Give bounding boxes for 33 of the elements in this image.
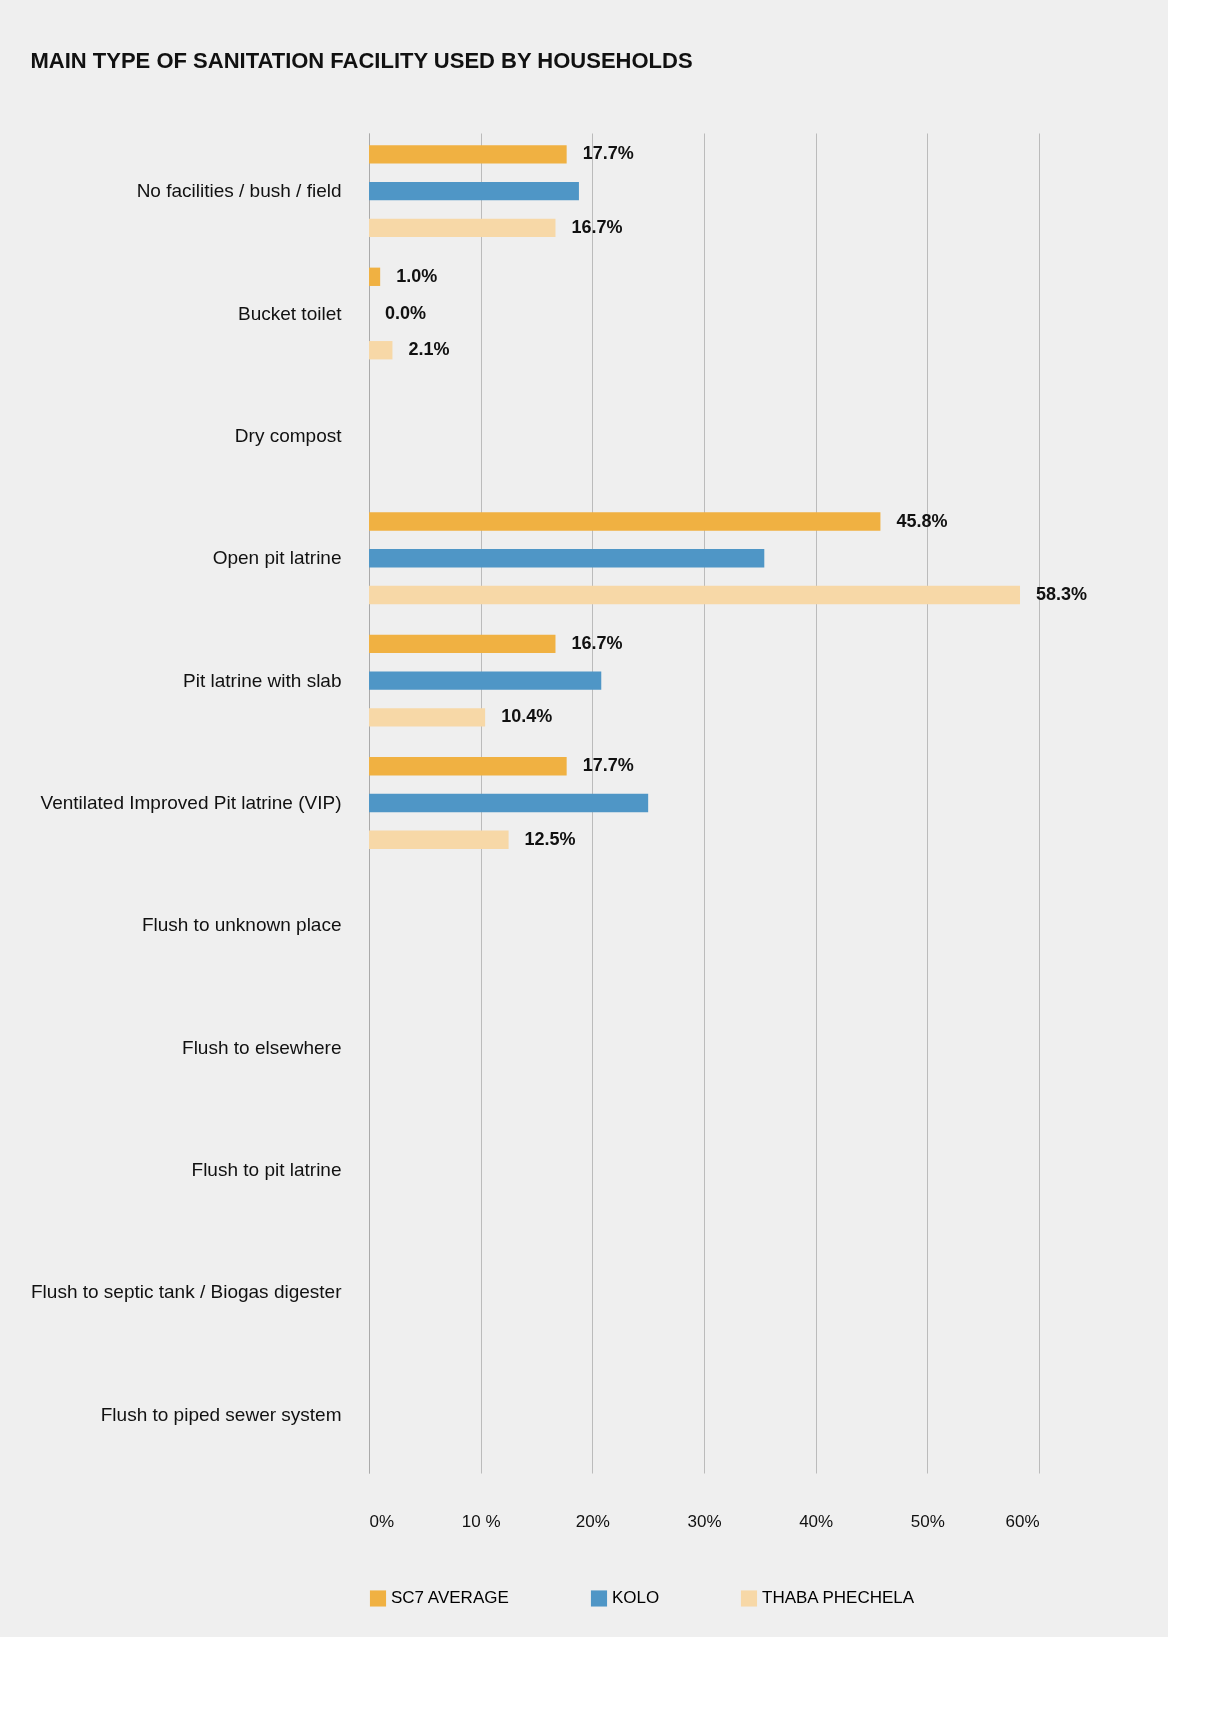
data-label: 17.7% [582,755,634,776]
x-tick-label: 0% [369,1511,395,1531]
data-label: 16.7% [571,216,623,237]
data-label: 45.8% [896,510,948,531]
y-tick-label: Flush to elsewhere [182,1036,342,1058]
y-tick-label: Bucket toilet [238,302,343,324]
data-label: 10.4% [501,706,553,727]
y-tick-label: Flush to pit latrine [191,1159,342,1181]
y-tick-label: Ventilated Improved Pit latrine (VIP) [40,792,342,813]
y-tick-label: Open pit latrine [212,547,342,569]
x-tick-label: 60% [1005,1511,1040,1531]
y-tick-label: Pit latrine with slab [183,669,342,691]
chart-title: MAIN TYPE OF SANITATION FACILITY USED BY HOUSEHOLDS [30,48,693,73]
x-tick-label: 40% [799,1511,834,1531]
y-tick-label: No facilities / bush / field [136,180,342,202]
data-label: 1.0% [396,265,438,286]
legend-label: KOLO [612,1588,660,1608]
y-tick-label: Flush to piped sewer system [100,1403,342,1425]
data-label: 16.7% [571,632,623,653]
data-label: 0.0% [385,302,427,323]
data-label: 17.7% [582,143,634,164]
y-tick-label: Flush to unknown place [141,914,342,936]
data-label: 58.3% [1036,583,1088,604]
legend-label: THABA PHECHELA [762,1588,915,1608]
y-tick-label: Dry compost [234,424,343,446]
legend-label: SC7 AVERAGE [391,1588,509,1608]
y-tick-label: Flush to septic tank / Biogas digester [31,1281,343,1303]
x-tick-label: 20% [575,1511,610,1531]
data-label: 2.1% [408,339,450,360]
x-tick-label: 10 % [461,1511,501,1531]
x-tick-label: 30% [687,1511,722,1531]
x-tick-label: 50% [910,1511,945,1531]
data-label: 12.5% [524,828,576,849]
